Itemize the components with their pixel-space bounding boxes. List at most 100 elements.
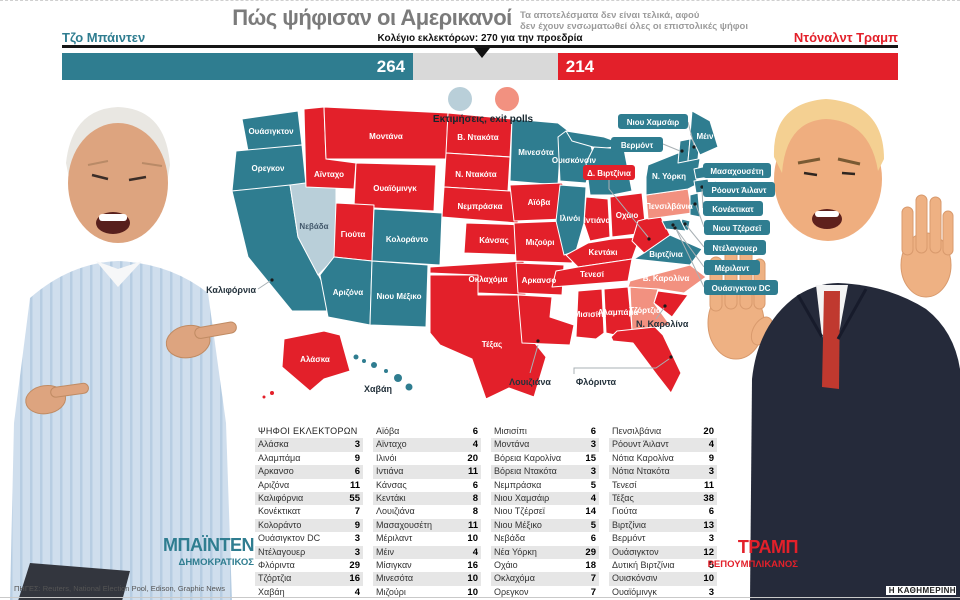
electoral-votes-value: 3 (708, 533, 714, 545)
trump-caption-party: ΡΕΠΟΥΜΠΛΙΚΑΝΟΣ (707, 559, 798, 570)
state-name: Τέξας (612, 492, 634, 503)
electoral-votes-value: 10 (467, 586, 478, 598)
state-name: Μινεσότα (376, 573, 414, 584)
state-name: Νεβάδα (494, 533, 526, 544)
callout-connecticut: Κονέκτικατ (703, 201, 763, 216)
florida-pointer: Φλόριντα (573, 355, 673, 387)
electoral-votes-value: 7 (354, 506, 360, 518)
state-label: Μιζούρι (526, 238, 555, 247)
state-name: Κολοράντο (258, 519, 302, 530)
state-label: Μοντάνα (369, 132, 403, 141)
table-row: Τζόρτζια 16 (255, 572, 363, 586)
electoral-votes-value: 14 (585, 506, 596, 518)
electoral-votes-value: 6 (708, 506, 714, 518)
state-name: Λουιζιάνα (376, 506, 415, 517)
table-header: ΨΗΦΟΙ ΕΚΛΕΚΤΟΡΩΝ (258, 426, 358, 436)
callout-new-jersey: Νιου Τζέρσεϊ (704, 220, 770, 235)
state-name: Αριζόνα (258, 479, 290, 490)
state-name: Τζόρτζια (258, 573, 292, 584)
state-name: Μίσιγκαν (376, 559, 412, 570)
state-name: Μασαχουσέτη (376, 519, 432, 530)
state-name: Χαβάη (258, 586, 285, 597)
state-name: Πενσιλβάνια (612, 426, 662, 436)
table-row: Γιούτα 6 (609, 505, 717, 518)
svg-text:Νιου Τζέρσεϊ: Νιου Τζέρσεϊ (713, 224, 762, 233)
table-row: Βόρεια Καρολίνα 15 (491, 452, 599, 465)
state-name: Κεντάκι (376, 492, 406, 503)
electoral-votes-value: 8 (472, 506, 478, 518)
state-name: Ουισκόνσιν (612, 573, 658, 584)
table-row: Κάνσας 6 (373, 479, 481, 492)
table-row: Βερμόντ 3 (609, 532, 717, 545)
state-label: Λουιζιάνα (509, 377, 551, 387)
electoral-votes-value: 20 (703, 426, 714, 437)
state-label: Αϊνταχο (314, 170, 344, 179)
state-label: Κεντάκι (589, 248, 618, 257)
table-row: Αϊνταχο 4 (373, 438, 481, 452)
state-label: Νεβάδα (299, 222, 328, 231)
callout-washington-dc: Ουάσιγκτον DC (704, 280, 778, 295)
biden-photo (0, 93, 238, 600)
state-label: Αϊόβα (528, 198, 551, 207)
electoral-votes-value: 16 (349, 573, 360, 585)
state-south-carolina (653, 290, 689, 318)
biden-caption: ΜΠΑΪΝΤΕΝ ΔΗΜΟΚΡΑΤΙΚΟΣ (140, 535, 255, 568)
electoral-votes-value: 4 (354, 586, 360, 598)
state-label: Κολοράντο (386, 235, 428, 244)
trump-caption-name: ΤΡΑΜΠ (737, 537, 799, 557)
electoral-votes-value: 11 (467, 466, 478, 478)
table-row: Οκλαχόμα 7 (491, 572, 599, 586)
svg-text:Μέριλαντ: Μέριλαντ (715, 264, 750, 273)
state-name: Κονέκτικατ (258, 506, 301, 517)
state-name: Τενεσί (612, 479, 637, 490)
electoral-votes-value: 29 (585, 546, 596, 558)
state-label: Αλαμπάμα (598, 308, 639, 317)
table-row: Μίσιγκαν 16 (373, 559, 481, 572)
state-name: Οκλαχόμα (494, 573, 535, 584)
page-title: Πώς ψήφισαν οι Αμερικανοί (232, 5, 512, 30)
table-row: Ουάσιγκτον DC 3 (255, 532, 363, 545)
trump-eyes (803, 171, 856, 177)
header-rule (62, 45, 898, 48)
electoral-votes-value: 10 (467, 573, 478, 585)
table-row: Δυτική Βιρτζίνια 5 (609, 559, 717, 572)
table-row: Κονέκτικατ 7 (255, 505, 363, 518)
state-label: Ν. Υόρκη (652, 172, 686, 181)
electoral-votes-value: 6 (354, 466, 360, 478)
svg-text:Ουάσιγκτον DC: Ουάσιγκτον DC (712, 284, 771, 293)
electoral-votes-value: 11 (703, 479, 714, 491)
electoral-votes-value: 7 (590, 573, 596, 585)
state-name: Ντέλαγουερ (258, 546, 306, 557)
table-row: Νιου Χαμσάιρ 4 (491, 491, 599, 506)
callout-rhode-island: Ρόουντ Άιλαντ (703, 182, 775, 197)
electoral-votes-value: 3 (354, 533, 360, 545)
table-row: Τενεσί 11 (609, 479, 717, 492)
table-row: Αλαμπάμα 9 (255, 452, 363, 465)
state-name: Αϊόβα (376, 426, 400, 436)
table-row: Ιλινόι 20 (373, 452, 481, 465)
south-carolina-pointer: Ν. Καρολίνα (636, 304, 689, 329)
electoral-votes-value: 38 (703, 492, 714, 504)
electoral-votes-value: 3 (354, 546, 360, 558)
state-name: Νιου Τζέρσεϊ (494, 506, 545, 517)
electoral-votes-value: 4 (472, 439, 478, 451)
table-row: Νιου Μέξικο 5 (491, 518, 599, 533)
svg-text:Ρόουντ Άιλαντ: Ρόουντ Άιλαντ (712, 186, 767, 195)
callout-vermont: Βερμόντ (611, 137, 663, 152)
table-row: Αϊόβα 6 (373, 425, 481, 438)
table-row: Ορεγκον 7 (491, 586, 599, 599)
state-label: Νεμπράσκα (457, 202, 502, 211)
biden-pointing-hand-icon (25, 321, 237, 415)
state-colorado (371, 208, 443, 266)
biden-eyes (91, 173, 147, 182)
state-name: Ιλινόι (376, 452, 397, 463)
electoral-votes-value: 5 (708, 559, 714, 571)
table-row: Λουιζιάνα 8 (373, 505, 481, 518)
table-row: Χαβάη 4 (255, 586, 363, 599)
legend-biden-estimate-dot-icon (448, 87, 472, 111)
sources-note: ΠΗΓΕΣ: Reuters, National Election Pool, … (14, 584, 225, 593)
table-row: Μιζούρι 10 (373, 586, 481, 599)
louisiana-pointer: Λουιζιάνα (509, 339, 551, 387)
state-name: Ρόουντ Άιλαντ (612, 439, 669, 450)
state-wyoming (353, 162, 437, 212)
